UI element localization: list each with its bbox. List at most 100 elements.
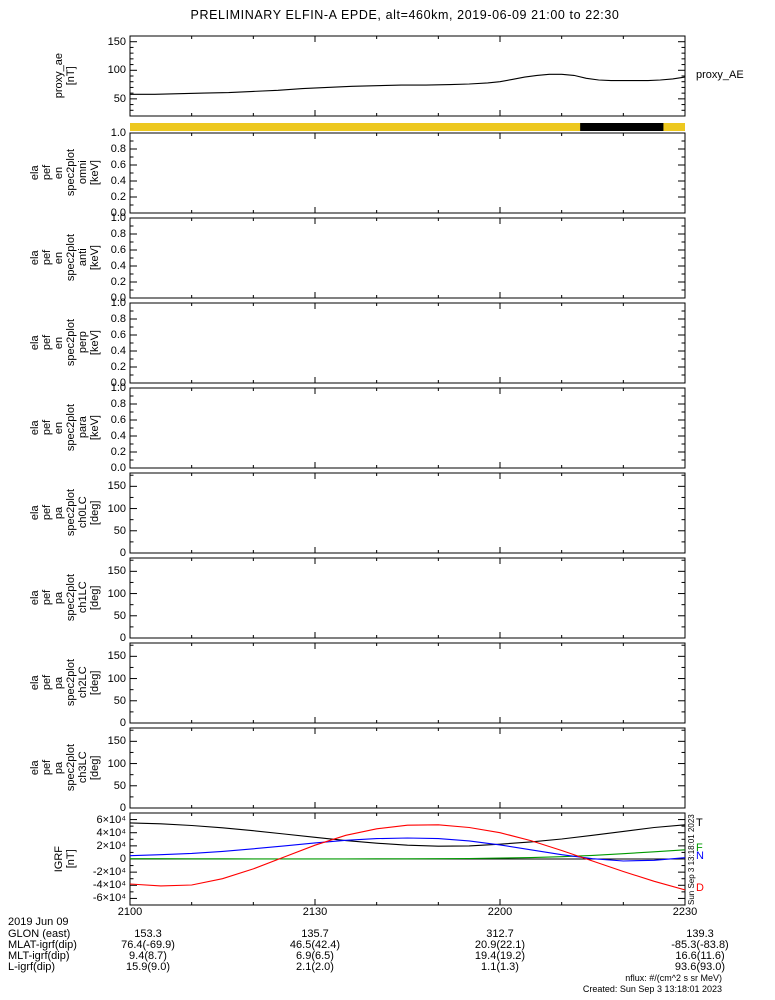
survey-bar-segment-1 [580,123,664,131]
en_spec_para-ylabel: ela pef en spec2plot para [keV] [29,404,101,452]
created-timestamp: Created: Sun Sep 3 13:18:01 2023 [582,984,722,994]
pa_spec_ch0lc-ylabel-wrap: ela pef pa spec2plot ch0LC [deg] [26,473,104,553]
en_spec_perp-ytick-label: 1.0 [110,297,126,309]
series-T [129,822,686,847]
igrf-ytick-label: 4×10⁴ [96,826,126,839]
pa_spec_ch1lc-ytick-label: 150 [107,565,126,578]
pa_spec_ch1lc-ytick-label: 50 [113,609,126,622]
proxy_ae-ylabel-wrap: proxy_ae [nT] [26,36,104,116]
ephemeris-value: 76.4(-69.9) [121,939,175,951]
pa_spec_ch0lc-ylabel: ela pef pa spec2plot ch0LC [deg] [29,489,101,537]
en_spec_perp-ytick-label: 0.0 [110,377,126,389]
side-timestamp: Sun Sep 3 13:18:01 2023 [687,814,696,905]
proxy_ae-ytick-label: 150 [107,35,126,48]
en_spec_para-ylabel-wrap: ela pef en spec2plot para [keV] [26,388,104,468]
igrf-ylabel: IGRF [nT] [53,845,77,873]
pa_spec_ch3lc-ytick-label: 0 [119,802,126,814]
en_spec_perp-ytick-label: 0.4 [110,345,126,357]
survey-bar-segment-0 [130,123,685,131]
proxy_ae-ytick-label: 100 [107,64,126,77]
pa_spec_ch1lc-ytick-label: 100 [107,587,126,600]
en_spec_para-ytick-label: 1.0 [110,382,126,394]
ephemeris-value: 312.7 [486,928,514,940]
en_spec_para-ytick-label: 0.2 [110,446,126,458]
en_spec_para-ytick-label: 0.8 [110,398,126,410]
ephemeris-value: 15.9(9.0) [125,961,171,973]
xaxis-tick-2130: 2130 [302,906,328,918]
en_spec_omni-ytick-label: 0.0 [110,207,126,219]
ephemeris-value: 16.6(11.6) [675,950,725,962]
pa_spec_ch2lc-ytick-label: 0 [119,717,126,729]
en_spec_anti-ylabel: ela pef en spec2plot anti [keV] [29,234,101,282]
en_spec_perp-ylabel-wrap: ela pef en spec2plot perp [keV] [26,303,104,383]
right-label-f: F [696,841,703,854]
igrf-ytick-label: -6×10⁴ [92,892,126,905]
ephemeris-value: 1.1(1.3) [481,961,519,973]
pa_spec_ch1lc-ytick-label: 0 [119,632,126,644]
ephemeris-value: 46.5(42.4) [289,939,341,951]
date-label: 2019 Jun 09 [8,916,69,928]
en_spec_omni-ytick-label: 0.2 [110,191,126,203]
pa_spec_ch2lc-ytick-label: 150 [107,650,126,663]
nflux-units-note: nflux: #/(cm^2 s sr MeV) [625,973,722,983]
ephemeris-value: 6.9(6.5) [296,950,334,962]
xaxis-tick-2200: 2200 [487,906,513,918]
ephemeris-value: 2.1(2.0) [296,961,334,973]
xaxis-tick-2230: 2230 [672,906,698,918]
en_spec_perp-ylabel: ela pef en spec2plot perp [keV] [29,319,101,367]
ephemeris-value: 9.4(8.7) [129,950,167,962]
en_spec_anti-ylabel-wrap: ela pef en spec2plot anti [keV] [26,218,104,298]
ephemeris-row-label: GLON (east) [8,928,71,940]
en_spec_anti-ytick-label: 0.8 [110,228,126,240]
en_spec_anti-ytick-label: 0.6 [110,244,126,256]
pa_spec_ch1lc-ylabel-wrap: ela pef pa spec2plot ch1LC [deg] [26,558,104,638]
ephemeris-value: 135.7 [301,928,329,940]
en_spec_omni-ytick-label: 0.8 [110,143,126,155]
igrf-ytick-label: 0 [119,853,126,865]
en_spec_anti-ytick-label: 1.0 [110,212,126,224]
pa_spec_ch0lc-ytick-label: 50 [113,524,126,537]
ephemeris-row-label: L-igrf(dip) [8,961,56,973]
xaxis-tick-2100: 2100 [117,906,143,918]
right-label-d: D [696,881,704,894]
ephemeris-value: 139.3 [686,928,714,940]
pa_spec_ch2lc-ylabel: ela pef pa spec2plot ch2LC [deg] [29,659,101,707]
ephemeris-value: 153.3 [134,928,162,940]
pa_spec_ch2lc-ytick-label: 100 [107,672,126,685]
ephemeris-value: 19.4(19.2) [474,950,526,962]
right-label-n: N [696,849,704,862]
ephemeris-value: -85.3(-83.8) [671,939,729,951]
en_spec_anti-ytick-label: 0.4 [110,260,126,272]
en_spec_para-ytick-label: 0.4 [110,430,126,442]
en_spec_anti-ytick-label: 0.2 [110,276,126,288]
series-D [129,824,686,891]
proxy_ae-ylabel: proxy_ae [nT] [53,53,77,99]
proxy_ae-ytick-label: 50 [113,92,126,105]
pa_spec_ch0lc-ytick-label: 150 [107,480,126,493]
ephemeris-row-label: MLAT-igrf(dip) [8,939,77,951]
en_spec_perp-ytick-label: 0.6 [110,329,126,341]
series-F [130,849,686,860]
igrf-ytick-label: 2×10⁴ [96,839,126,852]
pa_spec_ch0lc-ytick-label: 100 [107,502,126,515]
pa_spec_ch0lc-ytick-label: 0 [119,547,126,559]
en_spec_omni-ylabel: ela pef en spec2plot omni [keV] [29,149,101,197]
en_spec_para-ytick-label: 0.6 [110,414,126,426]
pa_spec_ch2lc-ytick-label: 50 [113,694,126,707]
igrf-ylabel-wrap: IGRF [nT] [26,813,104,905]
pa_spec_ch3lc-ytick-label: 50 [113,779,126,792]
ephemeris-value: 20.9(22.1) [474,939,526,951]
pa_spec_ch3lc-ytick-label: 100 [107,757,126,770]
pa_spec_ch2lc-ylabel-wrap: ela pef pa spec2plot ch2LC [deg] [26,643,104,723]
en_spec_anti-ytick-label: 0.0 [110,292,126,304]
igrf-ytick-label: 6×10⁴ [96,813,126,826]
en_spec_perp-ytick-label: 0.8 [110,313,126,325]
en_spec_omni-ylabel-wrap: ela pef en spec2plot omni [keV] [26,133,104,213]
igrf-ytick-label: -4×10⁴ [92,879,126,892]
right-label-proxy_ae: proxy_AE [696,69,744,82]
igrf-ytick-label: -2×10⁴ [92,866,126,879]
series-N [129,837,686,862]
ephemeris-row-label: MLT-igrf(dip) [8,950,70,962]
